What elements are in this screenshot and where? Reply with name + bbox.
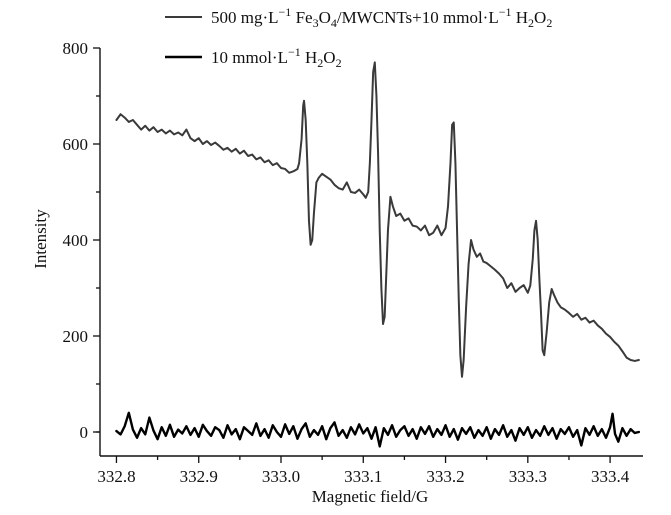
x-ticks: 332.8 332.9 333.0 333.1 333.2 333.3 333.4	[97, 456, 630, 486]
series-layer	[115, 61, 641, 448]
y-ticks: 0 200 400 600 800	[63, 39, 100, 442]
legend-label-series-2: 10 mmol·L−1 H2O2	[211, 45, 342, 70]
y-tick-label-0: 0	[80, 423, 89, 442]
y-tick-label-2: 400	[63, 231, 89, 250]
x-tick-label-3: 333.1	[344, 467, 382, 486]
y-tick-label-1: 200	[63, 327, 89, 346]
x-tick-label-2: 333.0	[262, 467, 300, 486]
x-tick-label-4: 333.2	[426, 467, 464, 486]
y-axis-title: Intensity	[31, 209, 50, 269]
series-line-1	[115, 61, 640, 378]
x-tick-label-0: 332.8	[97, 467, 135, 486]
series-line-2	[115, 411, 641, 448]
x-tick-label-6: 333.4	[591, 467, 630, 486]
y-tick-label-4: 800	[63, 39, 89, 58]
x-tick-label-1: 332.9	[180, 467, 218, 486]
axes	[99, 48, 643, 457]
legend-label-series-1: 500 mg·L−1 Fe3O4/MWCNTs+10 mmol·L−1 H2O2	[211, 5, 552, 30]
x-tick-label-5: 333.3	[509, 467, 547, 486]
legend: 500 mg·L−1 Fe3O4/MWCNTs+10 mmol·L−1 H2O2…	[165, 5, 552, 70]
y-tick-label-3: 600	[63, 135, 89, 154]
x-axis-title: Magnetic field/G	[312, 487, 429, 506]
